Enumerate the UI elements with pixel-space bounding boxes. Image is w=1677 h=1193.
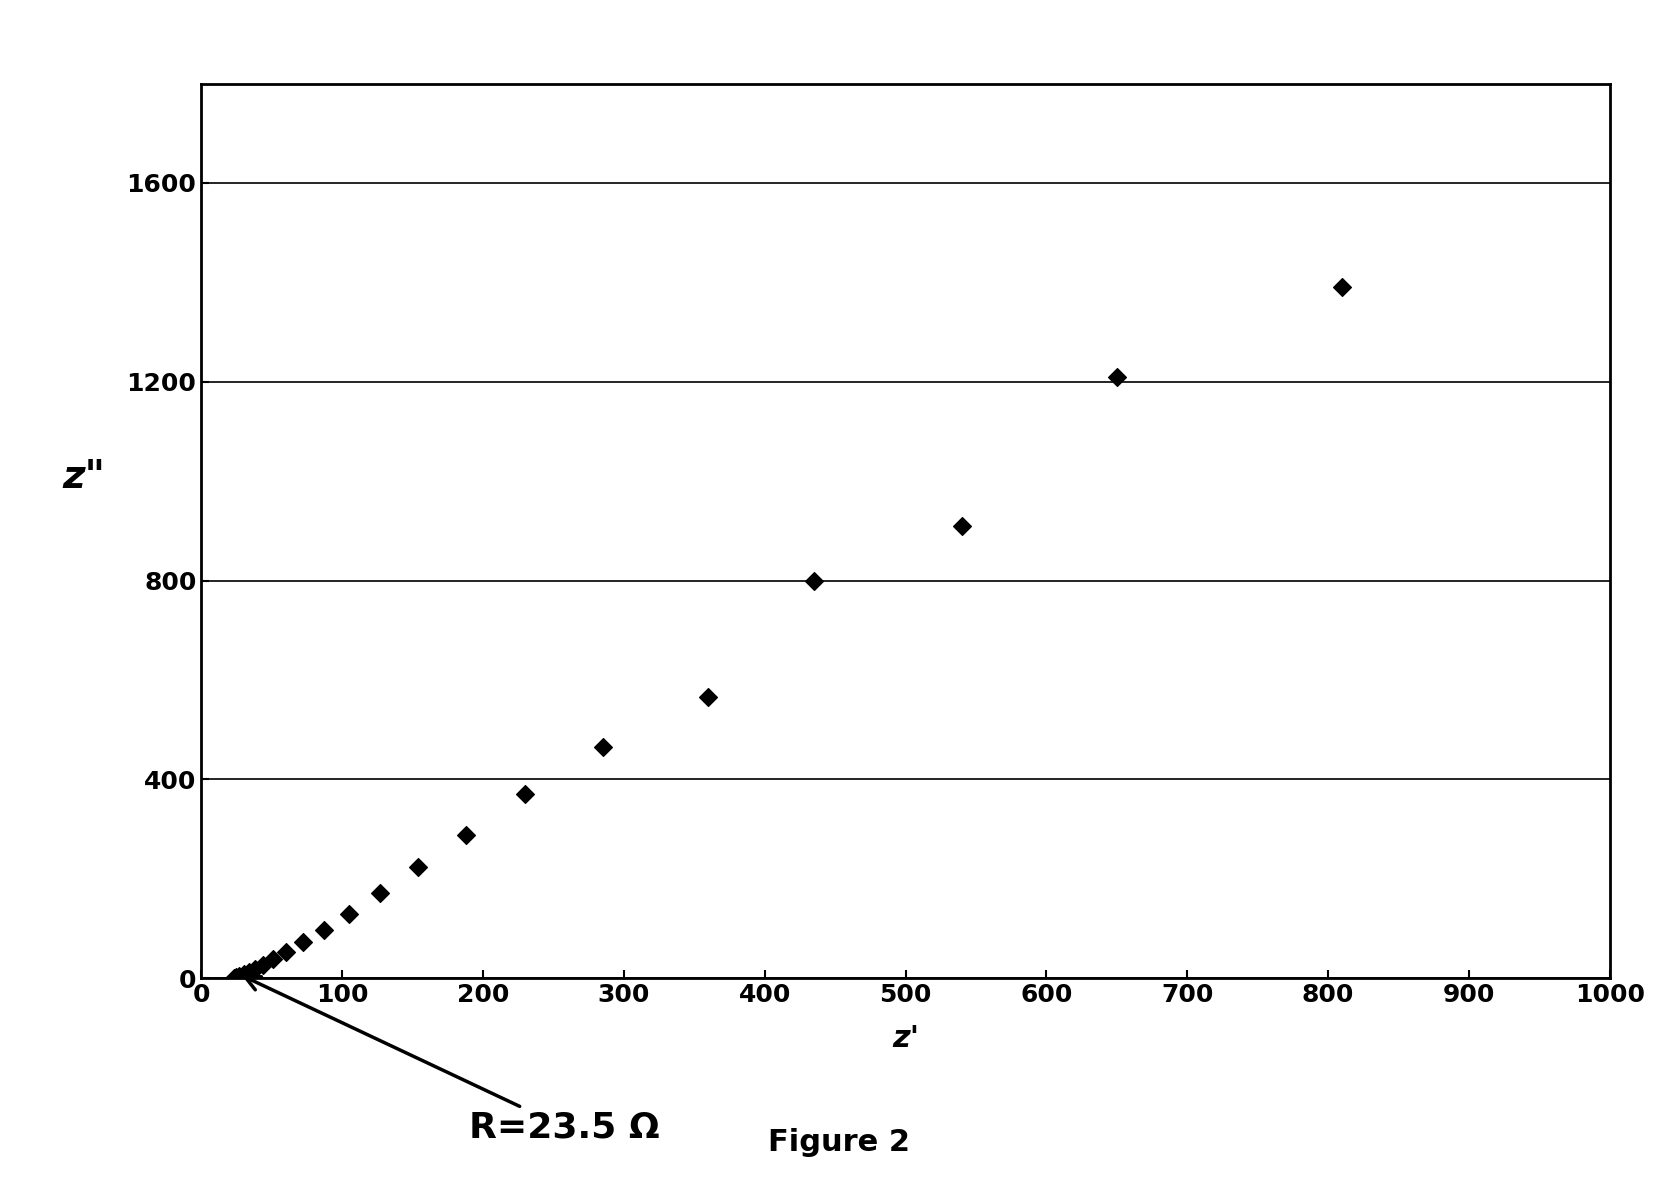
Point [511, 785, 538, 804]
Point [230, 965, 257, 984]
Point [404, 858, 431, 877]
Point [260, 950, 287, 969]
Text: Figure 2: Figure 2 [768, 1129, 909, 1157]
Point [1328, 278, 1355, 297]
Point [223, 968, 250, 987]
Point [221, 969, 248, 988]
Point [1103, 367, 1130, 387]
Point [241, 959, 268, 978]
Point [272, 942, 299, 962]
Point [250, 956, 277, 975]
Point [335, 904, 362, 923]
Point [1610, 124, 1637, 143]
Point [367, 883, 394, 902]
Point [589, 737, 615, 756]
Point [949, 517, 976, 536]
Point [453, 826, 480, 845]
Text: z": z" [62, 458, 106, 496]
Point [310, 920, 337, 939]
Text: R=23.5 Ω: R=23.5 Ω [245, 977, 659, 1144]
Point [226, 966, 253, 985]
Point [236, 963, 263, 982]
Point [288, 933, 315, 952]
Point [694, 688, 721, 707]
X-axis label: z': z' [892, 1024, 919, 1052]
Point [800, 571, 827, 591]
